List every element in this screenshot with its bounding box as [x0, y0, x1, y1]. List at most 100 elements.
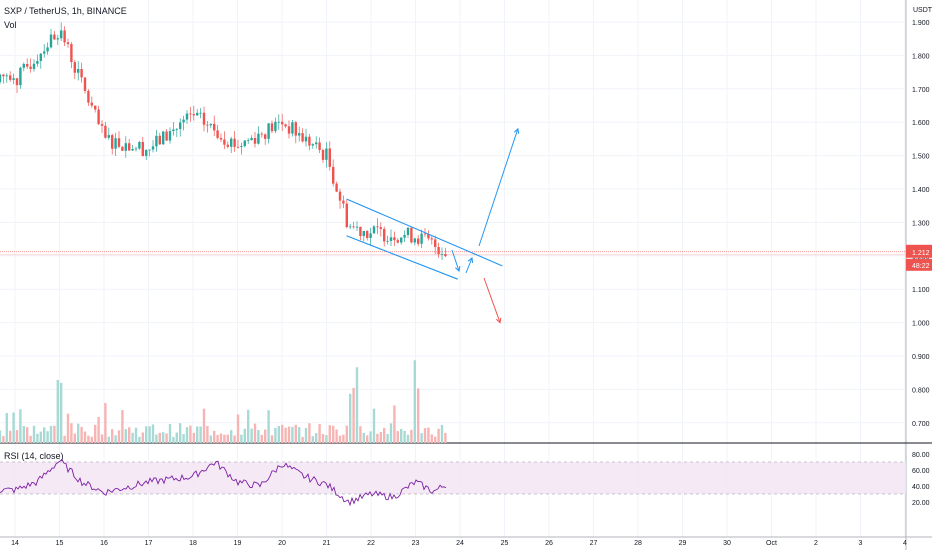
currency-label: USDT: [913, 7, 932, 14]
volume-bar: [281, 424, 284, 443]
volume-bar: [355, 367, 359, 443]
volume-bar: [383, 427, 386, 443]
volume-bar: [151, 424, 155, 443]
price-tick-label: 1.100: [912, 287, 930, 294]
volume-bar: [444, 432, 447, 443]
volume-bar: [437, 428, 440, 443]
candle-body: [274, 121, 277, 132]
candle-body: [223, 139, 226, 145]
time-tick-label: 4: [903, 540, 907, 547]
candle-body: [270, 123, 274, 132]
candle-body: [5, 75, 8, 77]
candle-body: [168, 131, 172, 141]
candle-body: [342, 200, 345, 204]
time-tick-label: 30: [723, 540, 731, 547]
price-tick-label: 1.700: [912, 87, 930, 94]
arrow-down-small: [451, 249, 460, 272]
candle-body: [284, 124, 287, 127]
volume-bar: [223, 434, 226, 443]
arrow-up-small: [465, 257, 473, 274]
candle-body: [151, 146, 155, 150]
candle-body: [393, 237, 396, 241]
time-tick-label: 26: [545, 540, 553, 547]
time-tick-label: 20: [278, 540, 286, 547]
volume-bar: [301, 436, 304, 443]
candle-body: [63, 30, 66, 43]
volume-bar: [335, 429, 338, 443]
last-price-tag: 1.212: [912, 250, 930, 257]
volume-bar: [15, 430, 19, 443]
candle-body: [46, 47, 49, 52]
candle-body: [56, 38, 59, 40]
volume-bar: [87, 435, 90, 443]
volume-bar: [226, 434, 229, 443]
volume-bar: [291, 426, 294, 443]
price-tick-label: 1.300: [912, 220, 930, 227]
candle-body: [219, 137, 223, 140]
candle-body: [162, 131, 165, 145]
volume-bar: [172, 436, 175, 443]
candle-body: [383, 228, 386, 242]
candle-body: [267, 123, 270, 139]
rsi-tick-label: 60.00: [912, 468, 930, 475]
candle-body: [179, 122, 182, 129]
volume-bar: [420, 433, 423, 443]
volume-bar: [56, 379, 59, 443]
volume-bar: [49, 425, 53, 443]
volume-bar: [216, 434, 219, 443]
volume-bar: [270, 435, 274, 443]
candle-body: [19, 67, 22, 86]
volume-bar: [141, 432, 144, 443]
volume-bar: [97, 416, 100, 443]
candle-body: [70, 44, 73, 63]
price-tick-label: 0.700: [912, 421, 930, 428]
candle-body: [9, 75, 12, 80]
volume-bar: [179, 423, 182, 443]
volume-bar: [372, 408, 376, 443]
price-tick-label: 0.900: [912, 354, 930, 361]
volume-bar: [196, 426, 199, 443]
volume-bar: [379, 432, 382, 443]
volume-bar: [162, 432, 165, 443]
volume-bar: [230, 430, 233, 443]
arrow-breakdown-head: [495, 317, 502, 324]
volume-bar: [124, 429, 127, 443]
last-price-tag-bg: [906, 244, 932, 258]
candle-body: [128, 143, 131, 151]
candle-body: [192, 114, 195, 116]
volume-bar: [182, 434, 185, 443]
candle-body: [97, 109, 100, 125]
candle-body: [444, 253, 447, 257]
volume-bar: [250, 428, 253, 443]
candle-body: [202, 112, 206, 125]
volume-bar: [325, 435, 328, 443]
time-tick-label: 14: [11, 540, 19, 547]
volume-bar: [294, 424, 297, 443]
volume-bar: [63, 435, 66, 443]
volume-bar: [284, 427, 287, 443]
rsi-band: [0, 462, 906, 494]
arrow-up-small-head: [467, 257, 474, 264]
candle-body: [216, 130, 219, 138]
volume-bar: [131, 432, 134, 443]
candle-body: [434, 239, 437, 248]
volume-bar: [430, 434, 433, 443]
candle-body: [437, 247, 440, 255]
volume-bar: [253, 423, 257, 443]
candle-body: [94, 105, 97, 110]
time-tick-label: 15: [56, 540, 64, 547]
candle-body: [107, 135, 110, 138]
volume-bar: [206, 425, 209, 443]
volume-bar: [304, 428, 308, 443]
candle-body: [396, 240, 399, 243]
volume-bar: [43, 427, 46, 443]
candle-body: [182, 119, 185, 123]
candle-body: [308, 136, 311, 146]
price-tick-label: 1.400: [912, 187, 930, 194]
candle-body: [73, 62, 76, 73]
volume-bar: [342, 434, 345, 443]
volume-bar: [240, 434, 243, 443]
volume-bar: [376, 433, 379, 443]
candle-body: [131, 149, 134, 151]
